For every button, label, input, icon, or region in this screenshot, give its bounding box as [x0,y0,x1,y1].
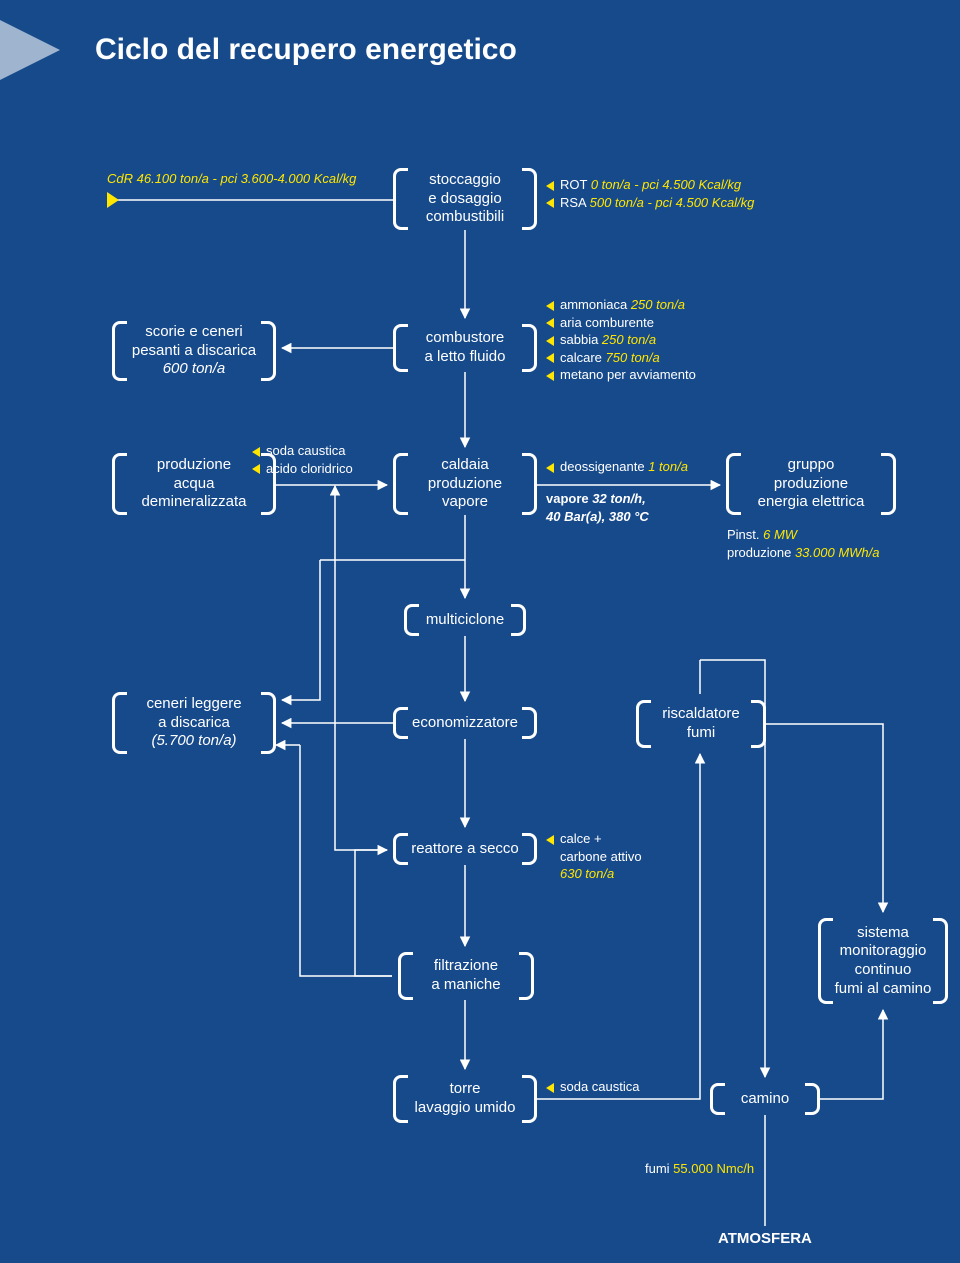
node-multiciclone: multiciclone [404,604,526,636]
node-riscaldatore: riscaldatorefumi [636,700,766,748]
annot-combust-inputs: ammoniaca 250 ton/aaria comburentesabbia… [546,296,696,384]
annot-pinst: Pinst. 6 MW produzione 33.000 MWh/a [727,526,880,561]
node-camino: camino [710,1083,820,1115]
node-monitoraggio: sistemamonitoraggiocontinuofumi al camin… [818,918,948,1004]
node-caldaia: caldaiaproduzionevapore [393,453,537,515]
page-title-wrap: Ciclo del recupero energetico [0,20,517,80]
title-triangle-icon [0,20,60,80]
annot-cdr: CdR 46.100 ton/a - pci 3.600-4.000 Kcal/… [107,170,397,188]
annot-fumi: fumi 55.000 Nmc/h [645,1160,754,1178]
annot-vapore: vapore 32 ton/h, 40 Bar(a), 380 °C [546,490,649,525]
node-economizzatore: economizzatore [393,707,537,739]
cdr-play-icon [107,192,119,208]
annot-soda-acido: soda causticaacido cloridrico [252,442,353,477]
node-combustore: combustorea letto fluido [393,324,537,372]
atmosfera-label: ATMOSFERA [718,1230,812,1247]
node-ceneri: ceneri leggerea discarica(5.700 ton/a) [112,692,276,754]
node-torre: torrelavaggio umido [393,1075,537,1123]
page-title: Ciclo del recupero energetico [95,33,517,67]
annot-soda-caustica-2: soda caustica [546,1078,640,1096]
annot-deossigenante: deossigenante 1 ton/a [546,458,688,476]
node-gruppo: gruppoproduzioneenergia elettrica [726,453,896,515]
node-filtrazione: filtrazionea maniche [398,952,534,1000]
node-reattore: reattore a secco [393,833,537,865]
annot-rot-rsa: ROT 0 ton/a - pci 4.500 Kcal/kg RSA 500 … [546,176,754,211]
node-scorie: scorie e ceneripesanti a discarica600 to… [112,321,276,381]
node-stoccaggio: stoccaggioe dosaggiocombustibili [393,168,537,230]
annot-calce: calce + carbone attivo 630 ton/a [546,830,642,883]
